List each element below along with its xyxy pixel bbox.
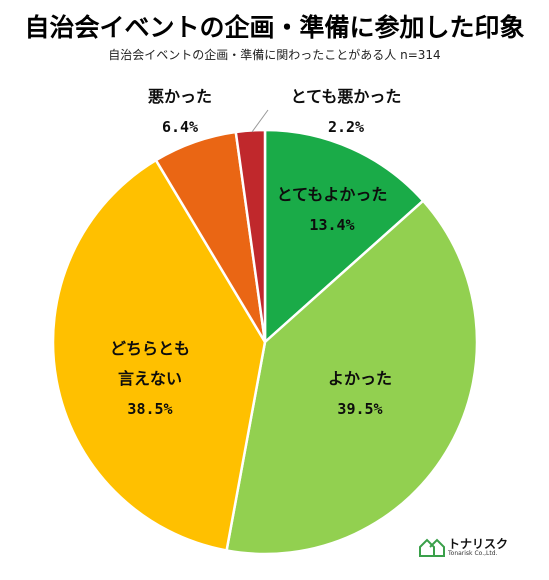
slice-label-0: とてもよかった xyxy=(277,185,388,204)
pie-slice-4 xyxy=(234,128,267,343)
slice-value-3: 6.4% xyxy=(162,118,198,136)
slice-value-0: 13.4% xyxy=(309,216,354,234)
logo-subtitle: Tonarisk Co.,Ltd. xyxy=(448,550,498,557)
chart-subtitle: 自治会イベントの企画・準備に関わったことがある人 n=314 xyxy=(108,48,441,62)
slice-value-2: 38.5% xyxy=(127,400,172,418)
pie-slice-1 xyxy=(225,199,479,556)
slice-label-2: どちらとも言えない xyxy=(110,339,190,388)
chart-title: 自治会イベントの企画・準備に参加した印象 xyxy=(24,13,525,42)
leader-line xyxy=(251,109,269,133)
house-icon xyxy=(419,538,445,557)
slice-label-3: 悪かった xyxy=(148,87,212,106)
slice-label-4: とても悪かった xyxy=(291,87,402,106)
logo-name: トナリスク xyxy=(448,537,509,551)
pie-slice-0 xyxy=(263,128,425,345)
slice-label-1: よかった xyxy=(328,369,392,388)
slice-value-4: 2.2% xyxy=(328,118,364,136)
slice-value-1: 39.5% xyxy=(337,400,382,418)
company-logo: トナリスク Tonarisk Co.,Ltd. xyxy=(418,533,538,563)
pie-slice-2 xyxy=(51,158,267,552)
